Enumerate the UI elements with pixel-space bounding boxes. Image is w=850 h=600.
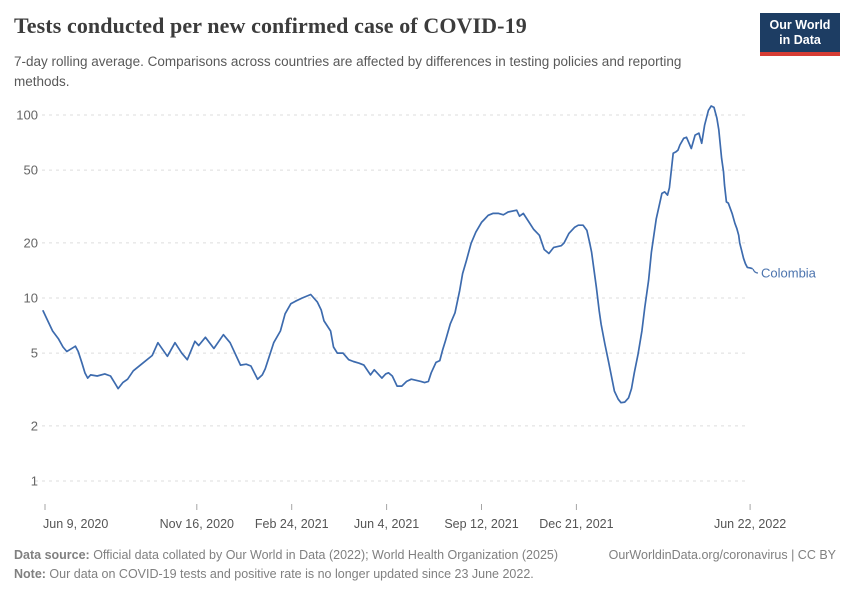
owid-logo-line2: in Data xyxy=(779,33,821,47)
footer-note-text: Our data on COVID-19 tests and positive … xyxy=(45,567,534,581)
owid-logo: Our World in Data xyxy=(760,13,840,56)
series-label-connector xyxy=(752,268,759,274)
x-axis-tick-label: Jun 9, 2020 xyxy=(43,517,108,531)
x-axis-tick-label: Nov 16, 2020 xyxy=(160,517,234,531)
y-axis-tick-label: 1 xyxy=(31,474,38,489)
y-axis-tick-label: 5 xyxy=(31,346,38,361)
footer-datasource-label: Data source: xyxy=(14,548,90,562)
footer-link[interactable]: OurWorldinData.org/coronavirus | CC BY xyxy=(608,548,836,562)
y-axis-tick-label: 2 xyxy=(31,418,38,433)
x-axis-tick-label: Jun 22, 2022 xyxy=(714,517,786,531)
owid-logo-line1: Our World xyxy=(769,18,831,32)
x-axis-tick-label: Feb 24, 2021 xyxy=(255,517,329,531)
x-axis-tick-label: Dec 21, 2021 xyxy=(539,517,613,531)
line-chart[interactable]: 1 2 5 10 20 50 100 Jun 9, 2020 Nov 16, 2020 Feb 2… xyxy=(0,88,850,543)
page-subtitle: 7-day rolling average. Comparisons acros… xyxy=(14,54,682,89)
page-title: Tests conducted per new confirmed case o… xyxy=(14,13,527,38)
x-axis-tick-label: Jun 4, 2021 xyxy=(354,517,419,531)
y-axis-tick-label: 100 xyxy=(16,108,38,123)
chart-footer: Data source: Official data collated by O… xyxy=(14,546,836,584)
footer-note-label: Note: xyxy=(14,567,46,581)
colombia-line-series[interactable] xyxy=(42,105,753,404)
footer-note-line: Note: Our data on COVID-19 tests and pos… xyxy=(14,565,836,584)
x-axis-tick-label: Sep 12, 2021 xyxy=(444,517,518,531)
footer-datasource-line: Data source: Official data collated by O… xyxy=(14,546,836,565)
y-axis-tick-label: 20 xyxy=(24,235,38,250)
y-axis-tick-label: 50 xyxy=(24,163,38,178)
series-label-colombia[interactable]: Colombia xyxy=(761,266,817,281)
y-axis-tick-label: 10 xyxy=(24,291,38,306)
footer-datasource-text: Official data collated by Our World in D… xyxy=(89,548,559,562)
